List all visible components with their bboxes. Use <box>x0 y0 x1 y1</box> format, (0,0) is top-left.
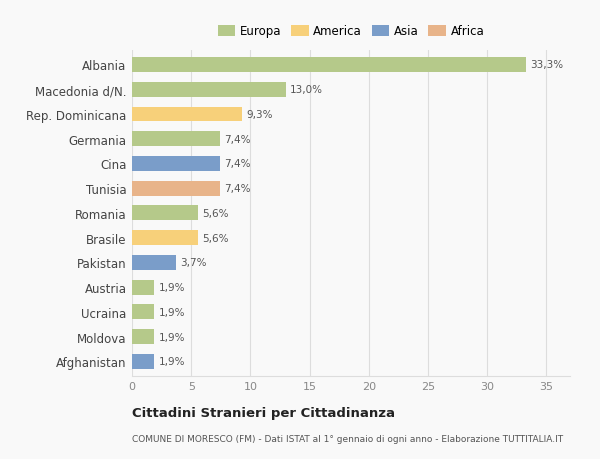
Bar <box>132 107 242 122</box>
Bar <box>132 255 176 270</box>
Text: 1,9%: 1,9% <box>158 307 185 317</box>
Bar <box>132 305 154 319</box>
Text: 5,6%: 5,6% <box>202 208 229 218</box>
Bar <box>132 132 220 147</box>
Bar <box>132 206 198 221</box>
Legend: Europa, America, Asia, Africa: Europa, America, Asia, Africa <box>213 21 489 43</box>
Bar <box>132 83 286 97</box>
Text: 13,0%: 13,0% <box>290 85 323 95</box>
Text: 7,4%: 7,4% <box>224 159 250 169</box>
Text: 1,9%: 1,9% <box>158 282 185 292</box>
Bar <box>132 58 526 73</box>
Bar <box>132 231 198 246</box>
Bar <box>132 330 154 344</box>
Bar <box>132 354 154 369</box>
Text: 3,7%: 3,7% <box>180 258 206 268</box>
Text: 9,3%: 9,3% <box>246 110 273 120</box>
Bar <box>132 157 220 172</box>
Text: COMUNE DI MORESCO (FM) - Dati ISTAT al 1° gennaio di ogni anno - Elaborazione TU: COMUNE DI MORESCO (FM) - Dati ISTAT al 1… <box>132 434 563 443</box>
Bar <box>132 280 154 295</box>
Text: 7,4%: 7,4% <box>224 134 250 145</box>
Text: 33,3%: 33,3% <box>530 60 563 70</box>
Text: 1,9%: 1,9% <box>158 357 185 367</box>
Text: 5,6%: 5,6% <box>202 233 229 243</box>
Text: 7,4%: 7,4% <box>224 184 250 194</box>
Bar <box>132 181 220 196</box>
Text: 1,9%: 1,9% <box>158 332 185 342</box>
Text: Cittadini Stranieri per Cittadinanza: Cittadini Stranieri per Cittadinanza <box>132 406 395 419</box>
